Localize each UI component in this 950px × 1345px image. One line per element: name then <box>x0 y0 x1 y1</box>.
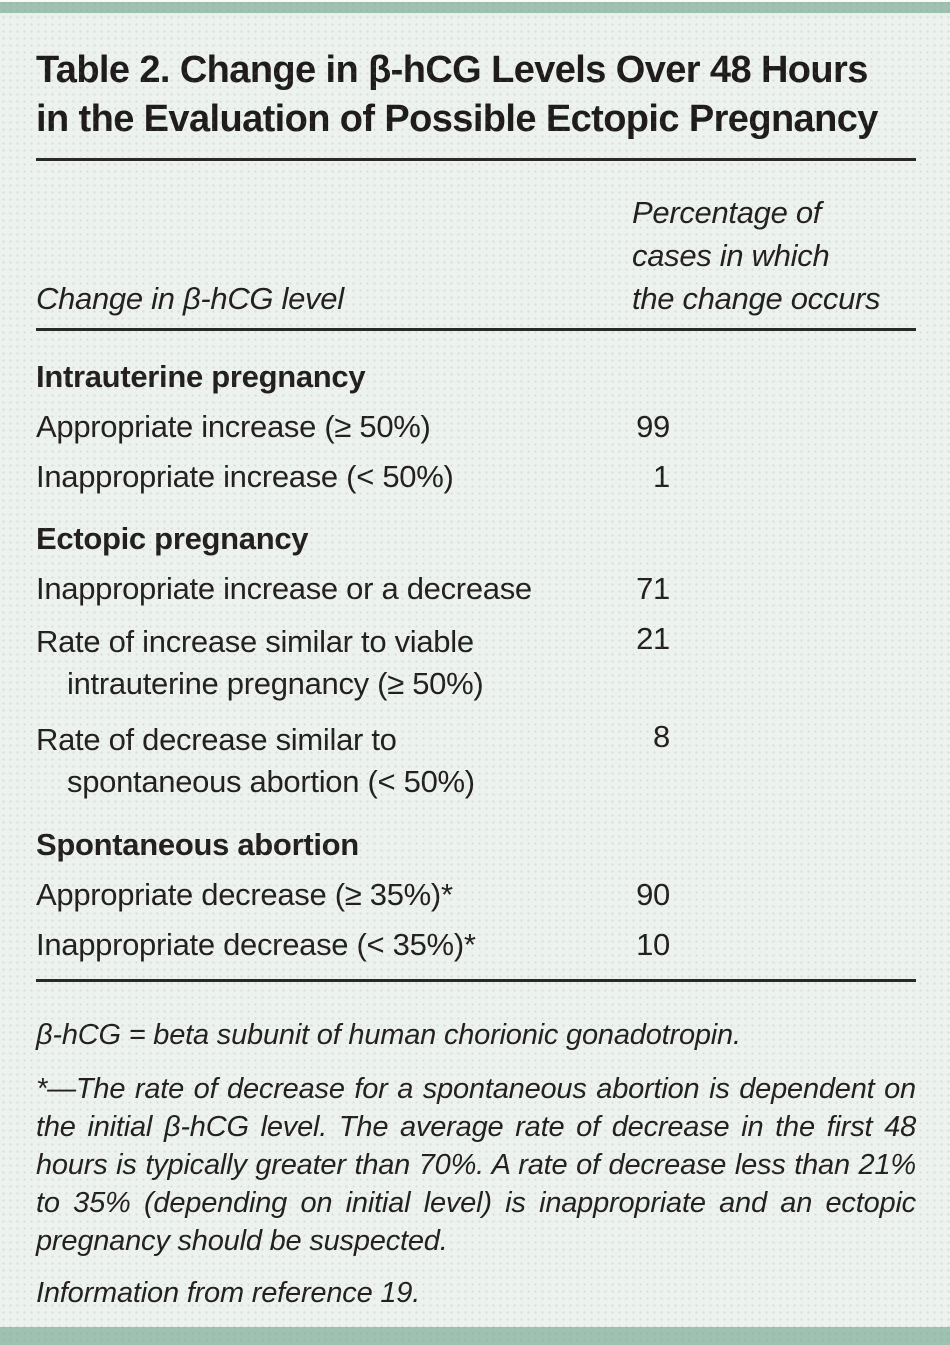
table-row: Inappropriate increase or a decrease 71 <box>36 571 916 607</box>
table-row: Inappropriate decrease (< 35%)* 10 <box>36 927 916 963</box>
row-label: Appropriate increase (≥ 50%) <box>36 409 431 444</box>
bottom-accent-band <box>0 1327 950 1345</box>
column-header-percentage-line3: the change occurs <box>632 281 881 316</box>
row-label-line2: intrauterine pregnancy (≥ 50%) <box>67 666 484 701</box>
table-row: Rate of increase similar to viable intra… <box>36 621 916 705</box>
footnote-asterisk: *—The rate of decrease for a spontaneous… <box>36 1073 916 1257</box>
table-row: Appropriate decrease (≥ 35%)* 90 <box>36 877 916 913</box>
column-headers: Change in β-hCG level Percentage of case… <box>36 191 916 320</box>
section-heading-spontaneous-abortion: Spontaneous abortion <box>36 827 359 862</box>
column-header-percentage-line1: Percentage of <box>632 195 822 230</box>
row-label-line2: spontaneous abortion (< 50%) <box>67 764 475 799</box>
column-header-change: Change in β-hCG level <box>36 281 344 316</box>
table-title-line1: Table 2. Change in β-hCG Levels Over 48 … <box>36 49 868 91</box>
row-value: 21 <box>636 621 670 656</box>
row-value: 71 <box>636 571 670 606</box>
rule-under-headers <box>36 328 916 331</box>
section-heading-ectopic-pregnancy: Ectopic pregnancy <box>36 521 309 556</box>
column-header-percentage-line2: cases in which <box>632 238 830 273</box>
rule-under-title <box>36 158 916 161</box>
row-label-line1: Rate of increase similar to viable <box>36 624 474 659</box>
table-row: Rate of decrease similar to spontaneous … <box>36 719 916 803</box>
table-row: Inappropriate increase (< 50%) 1 <box>36 459 916 495</box>
section-heading-intrauterine-pregnancy: Intrauterine pregnancy <box>36 359 366 394</box>
table-row: Appropriate increase (≥ 50%) 99 <box>36 409 916 445</box>
row-value: 1 <box>653 459 670 494</box>
row-label: Rate of increase similar to viable intra… <box>36 621 598 705</box>
top-accent-band <box>0 0 950 17</box>
footnote-source: Information from reference 19. <box>36 1277 421 1309</box>
table-title: Table 2. Change in β-hCG Levels Over 48 … <box>36 46 916 144</box>
table-content: Table 2. Change in β-hCG Levels Over 48 … <box>36 0 916 1312</box>
row-value: 99 <box>636 409 670 444</box>
rule-above-footnotes <box>36 979 916 982</box>
row-label: Rate of decrease similar to spontaneous … <box>36 719 598 803</box>
row-value: 90 <box>636 877 670 912</box>
row-label: Inappropriate increase (< 50%) <box>36 459 454 494</box>
row-label: Inappropriate increase or a decrease <box>36 571 532 606</box>
row-label-line1: Rate of decrease similar to <box>36 722 397 757</box>
row-label: Inappropriate decrease (< 35%)* <box>36 927 476 962</box>
row-label: Appropriate decrease (≥ 35%)* <box>36 877 453 912</box>
row-value: 10 <box>636 927 670 962</box>
footnote-abbreviation: β-hCG = beta subunit of human chorionic … <box>36 1019 741 1051</box>
column-header-percentage: Percentage of cases in which the change … <box>632 191 916 320</box>
table-title-line2: in the Evaluation of Possible Ectopic Pr… <box>36 98 878 140</box>
row-value: 8 <box>653 719 670 754</box>
